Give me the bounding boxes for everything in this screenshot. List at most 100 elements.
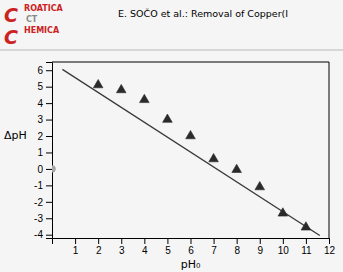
y-tick-mark xyxy=(46,120,52,121)
y-tick-label: 2 xyxy=(37,131,43,142)
x-tick-label: 11 xyxy=(301,245,312,256)
y-tick-mark xyxy=(46,218,52,219)
y-tick-label: 4 xyxy=(37,98,43,109)
x-axis-line xyxy=(53,239,330,245)
x-tick-label: 12 xyxy=(324,245,336,256)
annotation: C xyxy=(4,4,18,26)
y-tick: -1 xyxy=(34,180,52,191)
point xyxy=(232,164,242,172)
y-tick-mark xyxy=(46,136,52,137)
point xyxy=(209,153,219,161)
x-tick-mark xyxy=(237,238,238,244)
marks xyxy=(52,69,320,235)
y-tick-label: -1 xyxy=(34,180,43,191)
x-tick: 3 xyxy=(119,238,125,256)
y-tick: 0 xyxy=(37,164,52,175)
point xyxy=(116,84,126,92)
x-tick-label: 3 xyxy=(119,245,125,256)
y-tick-label: 6 xyxy=(37,65,43,76)
x-tick-label: 9 xyxy=(257,245,263,256)
frame-top xyxy=(52,62,329,63)
point xyxy=(186,130,196,138)
x-tick-mark xyxy=(214,238,215,244)
y-axis-label: ΔpH xyxy=(4,129,27,142)
point xyxy=(52,166,55,173)
y-tick-mark xyxy=(46,185,52,186)
x-tick: 8 xyxy=(234,238,240,256)
x-tick-mark xyxy=(98,238,99,244)
x-tick-mark xyxy=(75,238,76,244)
x-tick-label: 8 xyxy=(234,245,240,256)
point xyxy=(140,94,150,102)
x-tick: 11 xyxy=(301,238,312,256)
x-axis: 123456789101112 xyxy=(53,238,336,256)
x-tick-label: 1 xyxy=(73,245,79,256)
y-tick: 4 xyxy=(37,98,52,109)
y-tick-mark xyxy=(46,169,52,170)
y-tick-mark xyxy=(46,87,52,88)
y-tick: -4 xyxy=(34,229,52,240)
point xyxy=(278,208,288,216)
x-tick: 4 xyxy=(142,238,148,256)
x-tick-mark xyxy=(167,238,168,244)
y-tick: 6 xyxy=(37,65,52,76)
annotation: C xyxy=(4,26,18,48)
point xyxy=(93,79,103,87)
y-tick-label: -3 xyxy=(34,213,43,224)
y-tick-mark xyxy=(46,235,52,236)
x-tick-mark xyxy=(260,238,261,244)
y-tick-label: 0 xyxy=(37,164,43,175)
x-tick-label: 5 xyxy=(165,245,171,256)
x-tick-label: 7 xyxy=(211,245,217,256)
annotation: HEMICA xyxy=(24,26,60,35)
y-tick: -2 xyxy=(34,197,52,208)
header: C ROATICA CT C HEMICA E. SOČO et al.: Removal… xyxy=(0,4,343,50)
x-tick: 7 xyxy=(211,238,217,256)
y-tick-mark xyxy=(46,103,52,104)
y-tick-mark xyxy=(46,70,52,71)
y-tick-label: -4 xyxy=(34,229,43,240)
point xyxy=(163,114,173,122)
x-tick-label: 2 xyxy=(96,245,102,256)
x-tick-label: 4 xyxy=(142,245,148,256)
x-tick-mark xyxy=(306,238,307,244)
x-tick: 12 xyxy=(324,238,336,256)
y-tick-label: 1 xyxy=(37,147,43,158)
x-tick-mark xyxy=(121,238,122,244)
y-tick: 5 xyxy=(37,81,52,92)
x-tick: 5 xyxy=(165,238,171,256)
y-tick: -3 xyxy=(34,213,52,224)
y-tick-label: -2 xyxy=(34,197,43,208)
trend-line xyxy=(62,69,319,235)
y-tick-mark xyxy=(46,202,52,203)
x-tick: 6 xyxy=(188,238,194,256)
x-tick-mark xyxy=(329,238,330,244)
point xyxy=(301,222,311,230)
x-tick-mark xyxy=(191,238,192,244)
y-tick-label: 5 xyxy=(37,81,43,92)
y-tick: 1 xyxy=(37,147,52,158)
x-tick: 1 xyxy=(73,238,79,256)
plot: 123456789101112-4-3-2-10123456 xyxy=(34,62,335,256)
point xyxy=(255,181,265,189)
annotation: ROATICA xyxy=(24,4,64,13)
y-tick-mark xyxy=(46,152,52,153)
x-tick: 9 xyxy=(257,238,263,256)
frame-right xyxy=(329,62,330,238)
x-tick-mark xyxy=(144,238,145,244)
title: E. SOČO et al.: Removal of Copper(I xyxy=(118,8,288,19)
x-tick: 10 xyxy=(278,238,290,256)
x-axis-label: pH₀ xyxy=(181,258,201,271)
x-tick-label: 6 xyxy=(188,245,194,256)
annotation: CT xyxy=(26,15,38,24)
y-tick: 2 xyxy=(37,131,52,142)
x-tick-label: 10 xyxy=(278,245,290,256)
x-tick-mark xyxy=(283,238,284,244)
separator xyxy=(0,50,343,51)
y-tick-label: 3 xyxy=(37,114,43,125)
y-axis: -4 -3 -2 -1 0 1 2 3 4 5 6 xyxy=(34,63,52,241)
y-axis-line xyxy=(46,63,53,239)
x-tick: 2 xyxy=(96,238,102,256)
chart: C ROATICA CT C HEMICA E. SOČO et al.: Removal… xyxy=(0,0,343,272)
y-tick: 3 xyxy=(37,114,52,125)
